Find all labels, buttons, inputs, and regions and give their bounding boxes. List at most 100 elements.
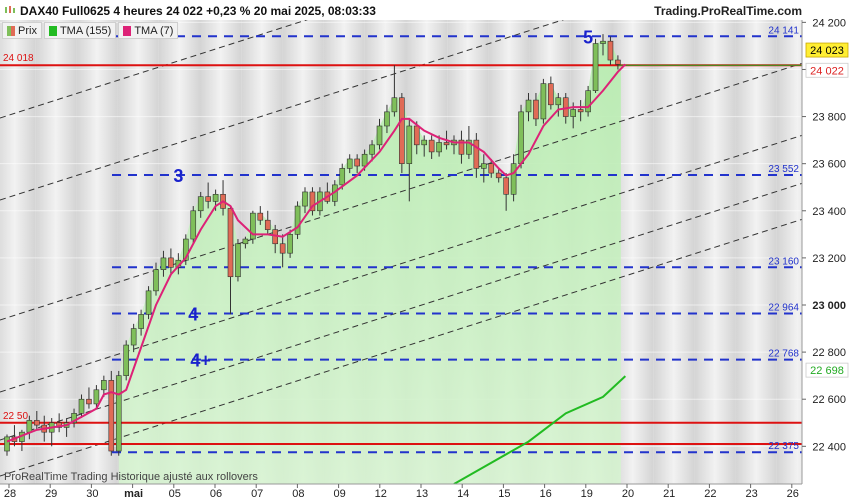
price-badge [805, 42, 849, 58]
day-band [694, 20, 736, 484]
candle-body [279, 243, 286, 254]
candle-body [123, 344, 129, 376]
candle-body [480, 163, 487, 169]
candle-body [86, 398, 92, 405]
time-tick-label: 19 [581, 488, 593, 500]
price-tick-label: 22 400 [812, 441, 846, 453]
legend-item-price[interactable]: Prix [2, 22, 42, 39]
candle-body [354, 158, 360, 167]
price-tick-label: 24 200 [812, 17, 846, 29]
candles [4, 34, 621, 456]
time-tick-label: 13 [416, 488, 428, 500]
legend-swatch-price [7, 25, 15, 36]
price-area-fill [118, 41, 621, 484]
time-tick-label: 09 [333, 488, 345, 500]
candle-body [607, 40, 614, 61]
candle-body [406, 125, 413, 164]
channel-line [0, 62, 802, 321]
legend-label: TMA (155) [59, 24, 112, 37]
price-badge [805, 62, 849, 78]
time-tick-label: 26 [787, 488, 799, 500]
candle-body [361, 153, 368, 167]
time-tick-label: 12 [375, 488, 387, 500]
candle-body [384, 111, 390, 127]
candle-body [190, 210, 197, 240]
candle-body [555, 97, 562, 106]
time-tick-label: 30 [86, 488, 98, 500]
legend-label: TMA (7) [134, 24, 174, 37]
candle-body [495, 172, 502, 179]
legend-label: Prix [18, 24, 37, 37]
candle-body [443, 142, 450, 146]
price-badge-label: 24 022 [810, 65, 844, 77]
time-tick-label: 07 [251, 488, 263, 500]
candle-body [533, 99, 539, 120]
price-tick-label: 23 800 [812, 112, 846, 124]
candle-body [33, 420, 40, 426]
candle-body [518, 111, 524, 164]
price-badge [805, 362, 849, 378]
time-tick-label: 06 [210, 488, 222, 500]
candle-body [540, 83, 547, 120]
chart-footer-note: ProRealTime Trading Historique ajusté au… [4, 471, 258, 483]
time-tick-label: 05 [169, 488, 181, 500]
wave-label: 4+ [190, 351, 211, 371]
channel-line [0, 182, 802, 441]
candle-body [548, 83, 554, 106]
time-tick-label: 22 [704, 488, 716, 500]
candle-body [130, 328, 137, 346]
time-tick-label: 21 [663, 488, 675, 500]
candle-body [138, 314, 144, 329]
candle-body [26, 420, 33, 433]
tma155-line [453, 375, 627, 484]
candle-body [183, 238, 189, 261]
candle-body [197, 196, 204, 212]
candle-body [101, 380, 107, 391]
legend-swatch-tma155 [48, 25, 57, 36]
time-tick-label: 16 [539, 488, 551, 500]
candle-body [436, 142, 442, 153]
legend-item-tma7[interactable]: TMA (7) [118, 22, 179, 39]
day-band [653, 20, 695, 484]
candle-body [488, 163, 495, 174]
candle-body [600, 40, 606, 44]
candle-body [153, 269, 159, 292]
chart-type-icon [5, 6, 15, 13]
legend-item-tma155[interactable]: TMA (155) [43, 22, 117, 39]
candle-body [250, 212, 256, 240]
candle-body [242, 238, 249, 245]
candle-body [577, 109, 584, 113]
candle-body [4, 436, 10, 452]
candle-body [413, 125, 420, 146]
candle-body [592, 43, 599, 91]
candle-body [257, 212, 264, 221]
header-bg [0, 0, 850, 20]
day-band [735, 20, 777, 484]
candle-body [264, 219, 271, 230]
wave-labels: 12344+5 [173, 27, 593, 371]
price-tick-label: 23 400 [812, 206, 846, 218]
time-tick-label: 14 [457, 488, 469, 500]
price-tick-label: 23 200 [812, 253, 846, 265]
channel-line [0, 20, 308, 119]
candle-body [205, 196, 211, 202]
channel-line [0, 20, 565, 201]
tma7-line [6, 63, 627, 443]
wave-label: 3 [173, 166, 183, 186]
area-fill [118, 41, 621, 484]
price-badge-label: 22 698 [810, 365, 844, 377]
price-badge-label: 24 023 [810, 45, 844, 57]
candle-body [421, 139, 428, 146]
wave-label: 4 [188, 304, 198, 324]
candle-body [168, 257, 174, 268]
time-axis-bg [0, 484, 850, 500]
time-tick-label: 08 [292, 488, 304, 500]
level-labels: 24 141 23 552 23 160 22 964 22 768 22 375 24 0… [3, 25, 799, 452]
candle-body [525, 99, 532, 113]
candle-body [115, 375, 122, 452]
price-tick-label: 23 600 [812, 159, 846, 171]
candle-body [391, 97, 398, 113]
candle-body [473, 139, 480, 169]
price-axis-bg [802, 20, 850, 484]
